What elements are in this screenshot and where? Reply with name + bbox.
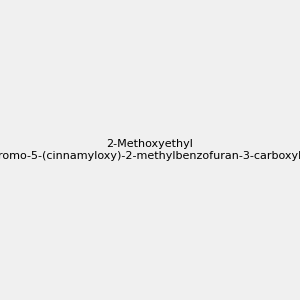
Text: 2-Methoxyethyl 6-bromo-5-(cinnamyloxy)-2-methylbenzofuran-3-carboxylate: 2-Methoxyethyl 6-bromo-5-(cinnamyloxy)-2… — [0, 139, 300, 161]
